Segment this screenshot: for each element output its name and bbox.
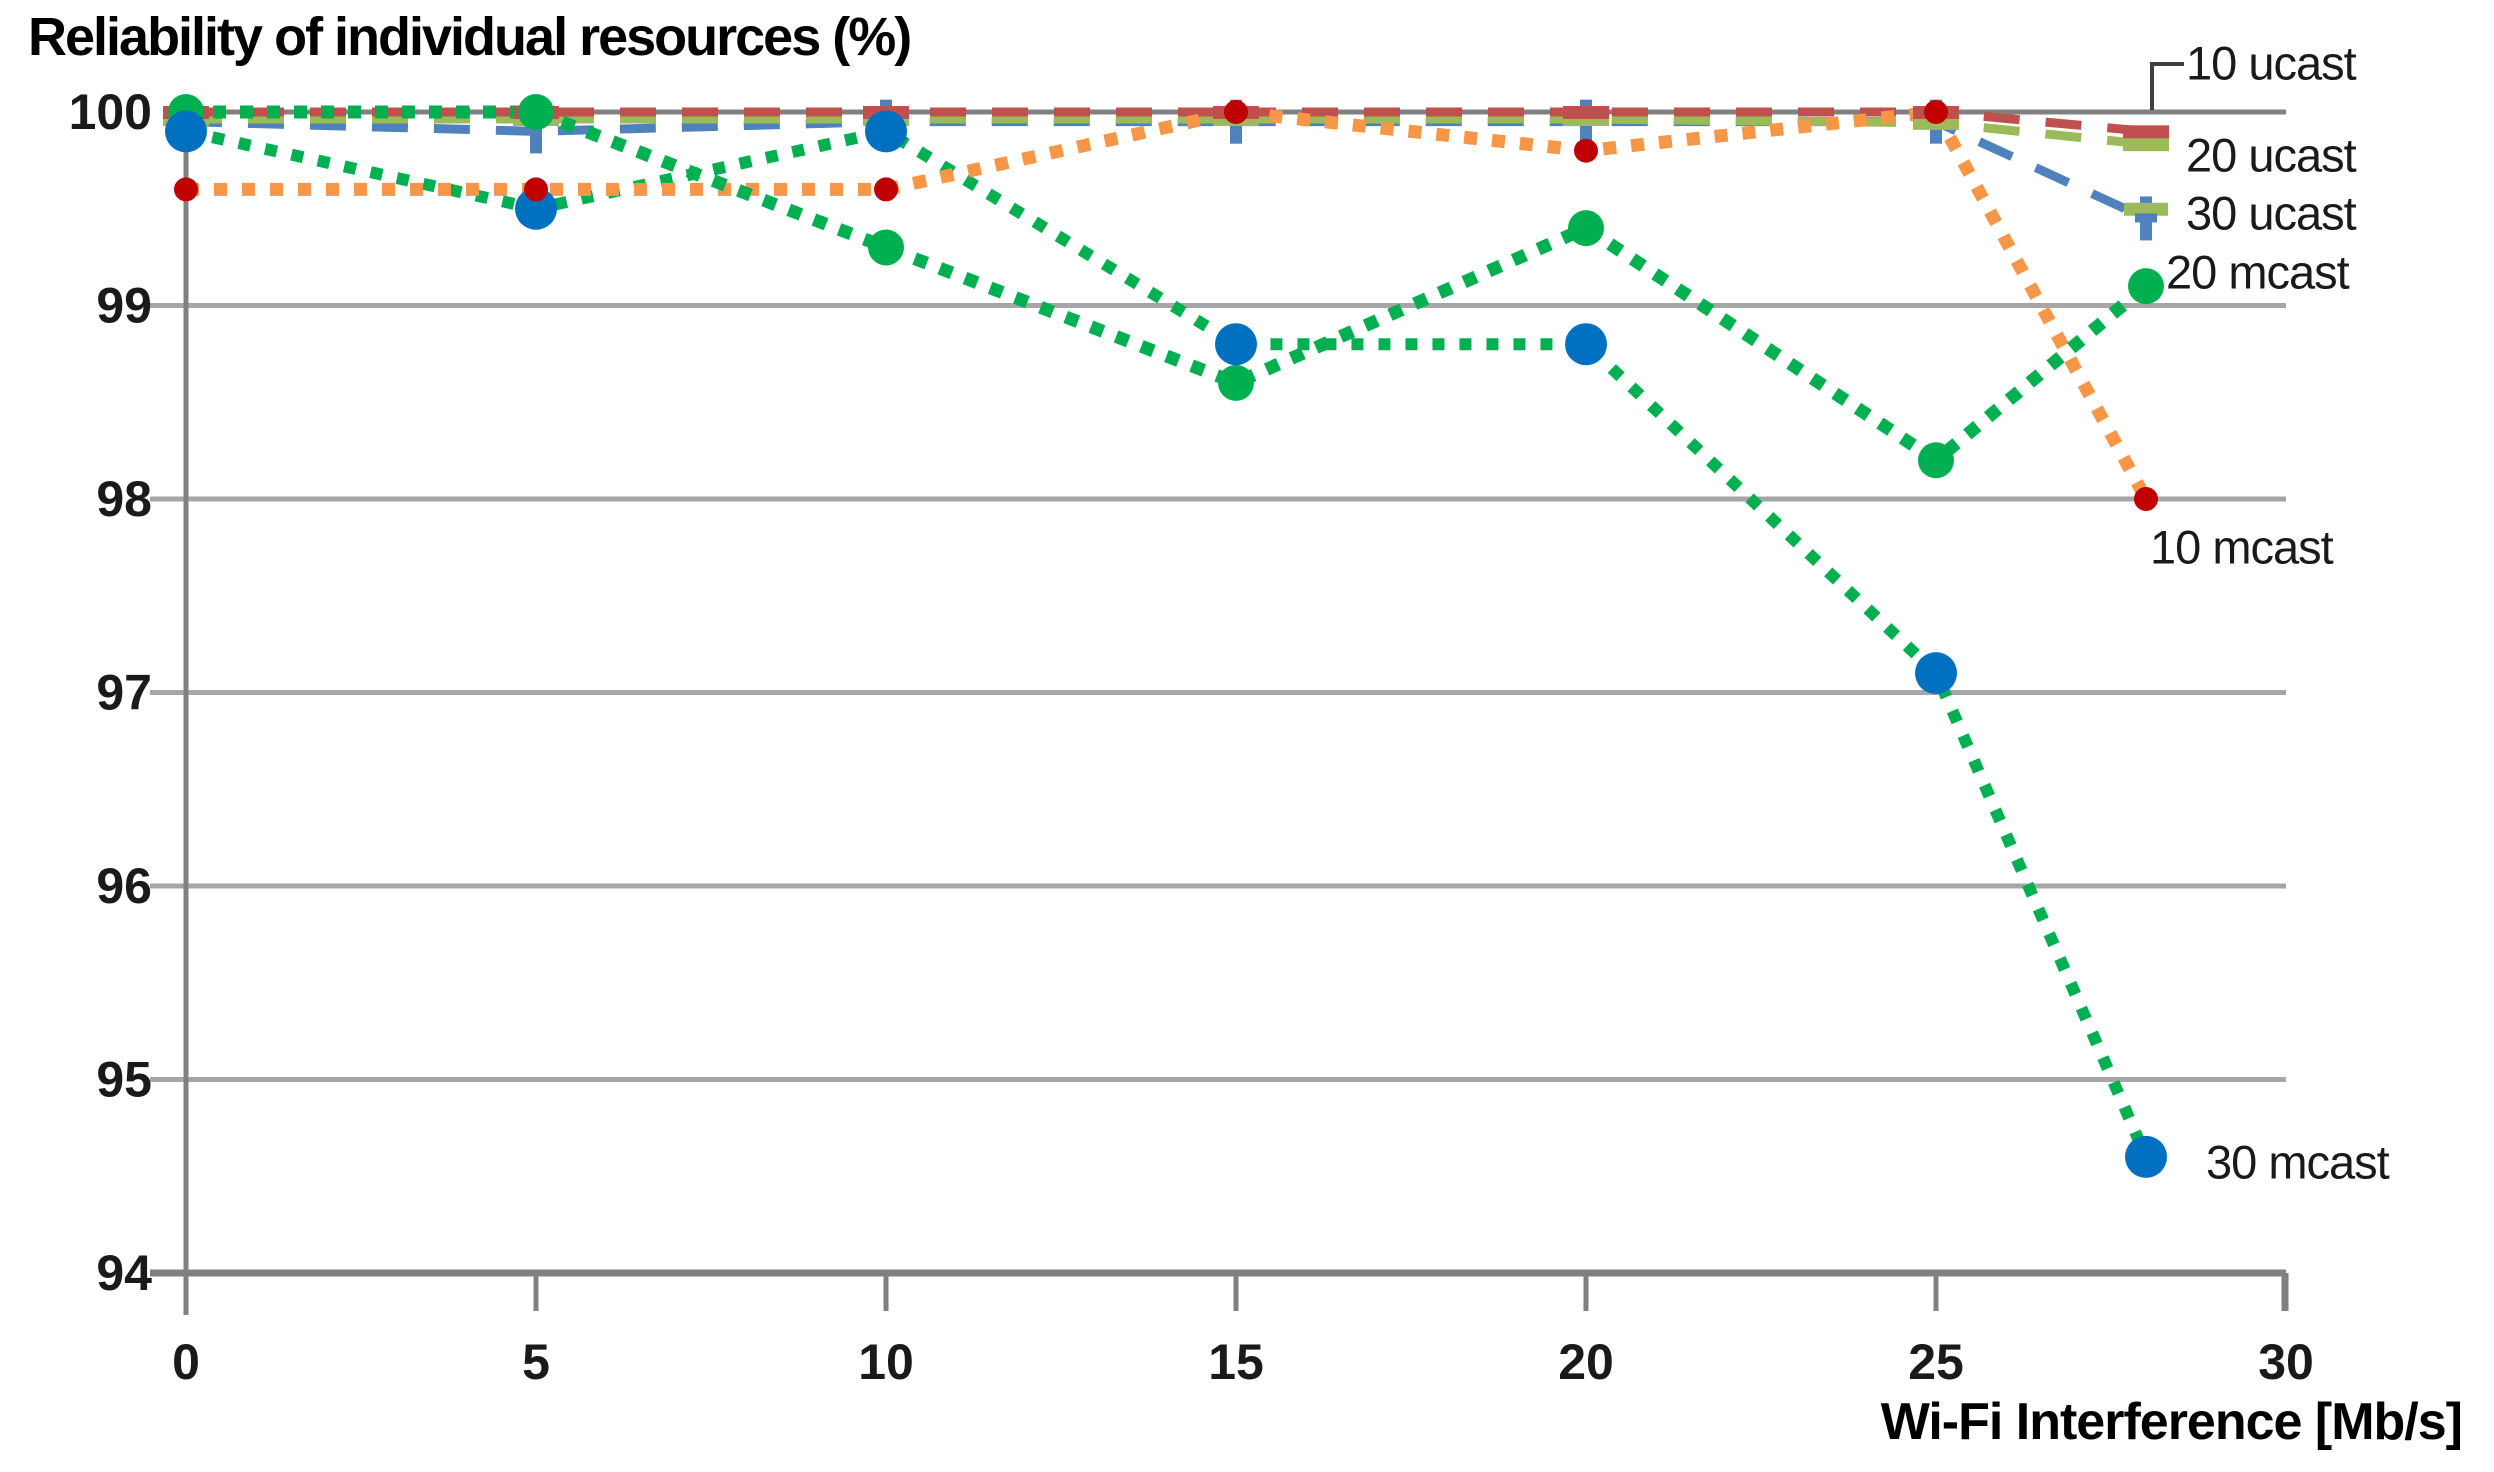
x-tick-label-15: 15 [1208, 1334, 1264, 1390]
marker-30-mcast-20 [1565, 323, 1607, 366]
series-line-30-mcast [184, 124, 2152, 1160]
marker-10-mcast-10 [874, 177, 898, 202]
marker-20-mcast-20 [1568, 210, 1604, 247]
marker-30-mcast-28 [2125, 1135, 2167, 1178]
legend-label-30-ucast: 30 ucast [2186, 187, 2357, 240]
y-tick-label-95: 95 [96, 1052, 152, 1108]
marker-20-mcast-10 [868, 229, 904, 266]
y-tick-label-100: 100 [69, 84, 152, 140]
x-tick-label-30: 30 [2258, 1334, 2314, 1390]
marker-10-ucast-20 [1563, 106, 1609, 119]
marker-30-mcast-5 [515, 187, 557, 230]
legend-label-20-ucast: 20 ucast [2186, 129, 2357, 182]
marker-10-mcast-5 [524, 177, 548, 202]
series-line-30-ucast [185, 117, 2148, 223]
x-tick-label-0: 0 [172, 1334, 200, 1390]
marker-30-mcast-0 [165, 110, 207, 153]
marker-30-mcast-25 [1915, 652, 1957, 695]
legend-label-10-mcast: 10 mcast [2150, 521, 2334, 574]
x-tick-label-25: 25 [1908, 1334, 1964, 1390]
legend-label-30-mcast: 30 mcast [2206, 1136, 2390, 1189]
end-marker-30-ucast-olive [2124, 202, 2168, 216]
y-tick-label-94: 94 [96, 1245, 152, 1301]
marker-30-mcast-15 [1215, 323, 1257, 366]
marker-20-mcast-28 [2128, 268, 2164, 305]
x-tick-label-5: 5 [522, 1334, 550, 1390]
marker-10-mcast-28 [2134, 487, 2158, 511]
marker-20-mcast-15 [1218, 364, 1254, 401]
marker-30-mcast-10 [865, 110, 907, 153]
x-tick-label-20: 20 [1558, 1334, 1614, 1390]
y-tick-label-99: 99 [96, 278, 152, 334]
series-line-20-mcast [186, 105, 2151, 469]
marker-10-mcast-0 [174, 177, 198, 202]
legend-callout-10-ucast [2150, 62, 2184, 110]
end-marker-30-ucast-blue [2135, 213, 2157, 223]
marker-10-mcast-15 [1224, 100, 1248, 124]
chart-title: Reliability of individual resources (%) [28, 7, 912, 67]
y-tick-label-97: 97 [96, 665, 152, 721]
marker-10-mcast-20 [1574, 138, 1598, 163]
marker-20-mcast-5 [518, 94, 554, 130]
x-tick-label-10: 10 [858, 1334, 914, 1390]
legend-label-10-ucast: 10 ucast [2186, 37, 2357, 90]
y-tick-label-98: 98 [96, 471, 152, 527]
y-tick-label-96: 96 [96, 858, 152, 914]
marker-10-mcast-25 [1924, 100, 1948, 124]
x-axis-title: Wi-Fi Interference [Mb/s] [1880, 1393, 2463, 1451]
marker-10-ucast-28 [2123, 125, 2169, 139]
legend-label-20-mcast: 20 mcast [2166, 246, 2350, 299]
marker-20-ucast-28 [2123, 138, 2169, 152]
marker-20-mcast-25 [1918, 442, 1954, 479]
